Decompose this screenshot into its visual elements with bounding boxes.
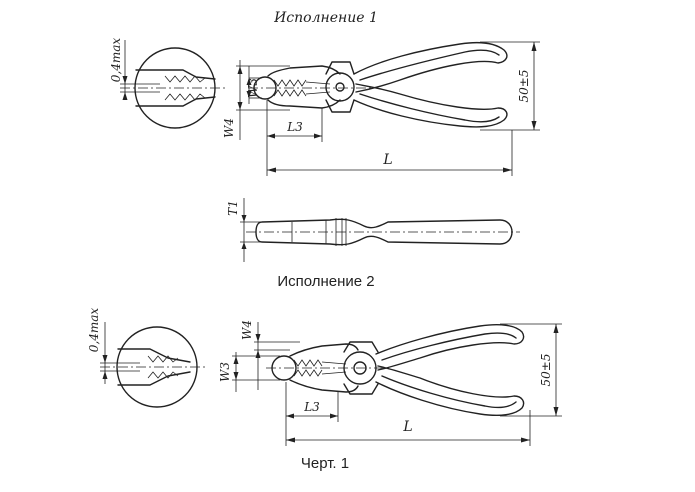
pliers-top-view-variant-1 [248,41,508,128]
detail-view-variant-2: 0,4max [87,308,205,408]
caption-variant-1: Исполнение 1 [273,10,378,26]
dim-length-1: L [382,152,392,168]
dim-tolerance-1: 0,4max [109,38,123,83]
dimensions-variant-1: W4 W3 L3 L 50±5 [222,41,540,176]
dim-w4-1: W4 [222,118,236,138]
pliers-side-view: T1 [226,198,520,262]
detail-view-variant-1: 0,4max [109,38,225,129]
dim-length-2: L [402,419,412,435]
dim-height-1: 50±5 [517,70,531,103]
dim-w4-2: W4 [240,320,254,340]
dim-l3-1: L3 [286,120,303,134]
pliers-top-view-variant-2 [266,323,525,417]
dim-height-2: 50±5 [539,354,553,387]
dim-t1: T1 [226,200,240,216]
dimensions-variant-2: W4 W3 L3 L 50±5 [218,320,562,446]
caption-figure: Черт. 1 [301,455,349,472]
dim-l3-2: L3 [303,400,320,414]
caption-variant-2: Исполнение 2 [277,273,374,290]
dim-w3-2: W3 [218,362,232,382]
dim-w3-1: W3 [246,78,260,98]
dim-tolerance-2: 0,4max [87,308,101,353]
